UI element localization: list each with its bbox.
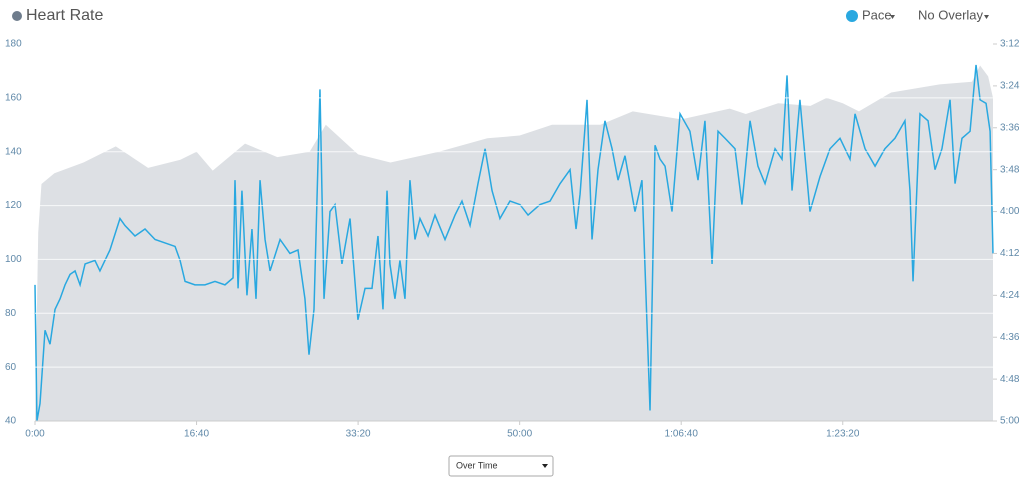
y2-tick-label: 3:24 <box>1000 81 1020 92</box>
overlay-selector[interactable]: No Overlay <box>918 7 989 22</box>
y-tick-label: 140 <box>5 146 22 157</box>
y-tick-label: 160 <box>5 92 22 103</box>
y2-tick-label: 3:48 <box>1000 164 1020 175</box>
y2-tick-label: 3:36 <box>1000 122 1020 133</box>
y2-tick-label: 3:12 <box>1000 39 1020 50</box>
view-select[interactable]: Over Time <box>448 455 554 477</box>
title-dot <box>12 11 22 21</box>
pace-line <box>34 64 994 422</box>
y-tick-label: 120 <box>5 200 22 211</box>
caret <box>984 15 989 19</box>
y-tick-label: 40 <box>5 416 17 427</box>
y-tick-label: 180 <box>5 39 22 50</box>
legend-label: Pace <box>862 7 892 22</box>
y2-tick-label: 4:00 <box>1000 206 1020 217</box>
chart-title: Heart Rate <box>26 7 103 24</box>
x-tick-label: 0:00 <box>25 429 45 440</box>
y2-tick-label: 4:36 <box>1000 332 1020 343</box>
x-tick-label: 1:23:20 <box>826 429 860 440</box>
y-tick-label: 80 <box>5 308 17 319</box>
overlay-label: No Overlay <box>918 7 984 22</box>
y2-tick-label: 4:24 <box>1000 290 1020 301</box>
heart-rate-area <box>35 65 993 422</box>
y-tick-label: 60 <box>5 362 17 373</box>
caret <box>890 15 895 19</box>
caret <box>542 464 548 468</box>
x-tick-label: 50:00 <box>507 429 532 440</box>
y2-tick-label: 4:12 <box>1000 248 1020 259</box>
x-tick-label: 16:40 <box>184 429 209 440</box>
select-box <box>448 455 554 477</box>
x-tick-label: 1:06:40 <box>665 429 699 440</box>
y-tick-label: 100 <box>5 254 22 265</box>
pace-selector[interactable]: Pace <box>846 7 895 22</box>
x-tick-label: 33:20 <box>346 429 371 440</box>
select-label: Over Time <box>456 460 498 470</box>
y2-tick-label: 5:00 <box>1000 416 1020 427</box>
legend-dot <box>846 10 858 22</box>
y2-tick-label: 4:48 <box>1000 374 1020 385</box>
